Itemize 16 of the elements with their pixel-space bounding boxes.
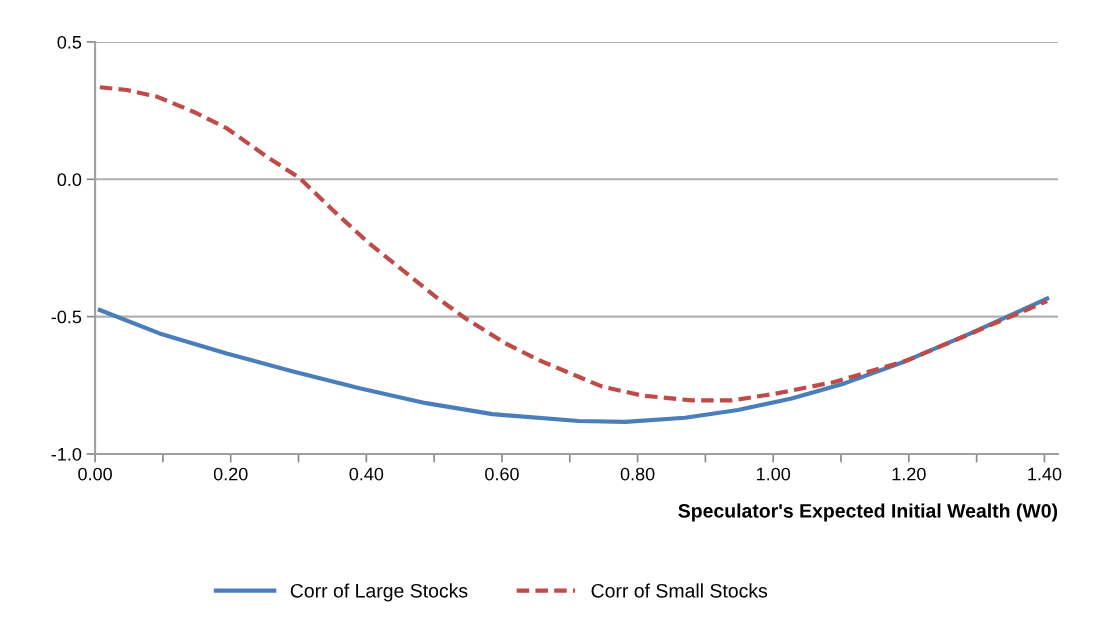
legend-label: Corr of Large Stocks — [290, 583, 468, 602]
x-tick-label: 0.40 — [349, 467, 384, 481]
y-tick-label: 0.0 — [57, 173, 82, 187]
x-axis-title: Speculator's Expected Initial Wealth (W0) — [678, 503, 1058, 522]
y-tick-label: 0.5 — [57, 35, 82, 49]
x-tick-label: 1.00 — [757, 467, 791, 481]
x-tick-label: 0.80 — [620, 467, 655, 481]
x-tick-label: 1.20 — [892, 467, 926, 481]
y-tick-label: -1.0 — [51, 447, 82, 461]
x-tick-label: 0.20 — [213, 467, 248, 481]
legend-label: Corr of Small Stocks — [591, 583, 768, 598]
x-tick-label: 0.60 — [485, 467, 519, 481]
line-series — [97, 85, 1050, 403]
x-tick-label: 1.40 — [1028, 467, 1062, 481]
x-tick-label: 0.00 — [78, 467, 112, 481]
y-tick-label: -0.5 — [51, 310, 82, 324]
